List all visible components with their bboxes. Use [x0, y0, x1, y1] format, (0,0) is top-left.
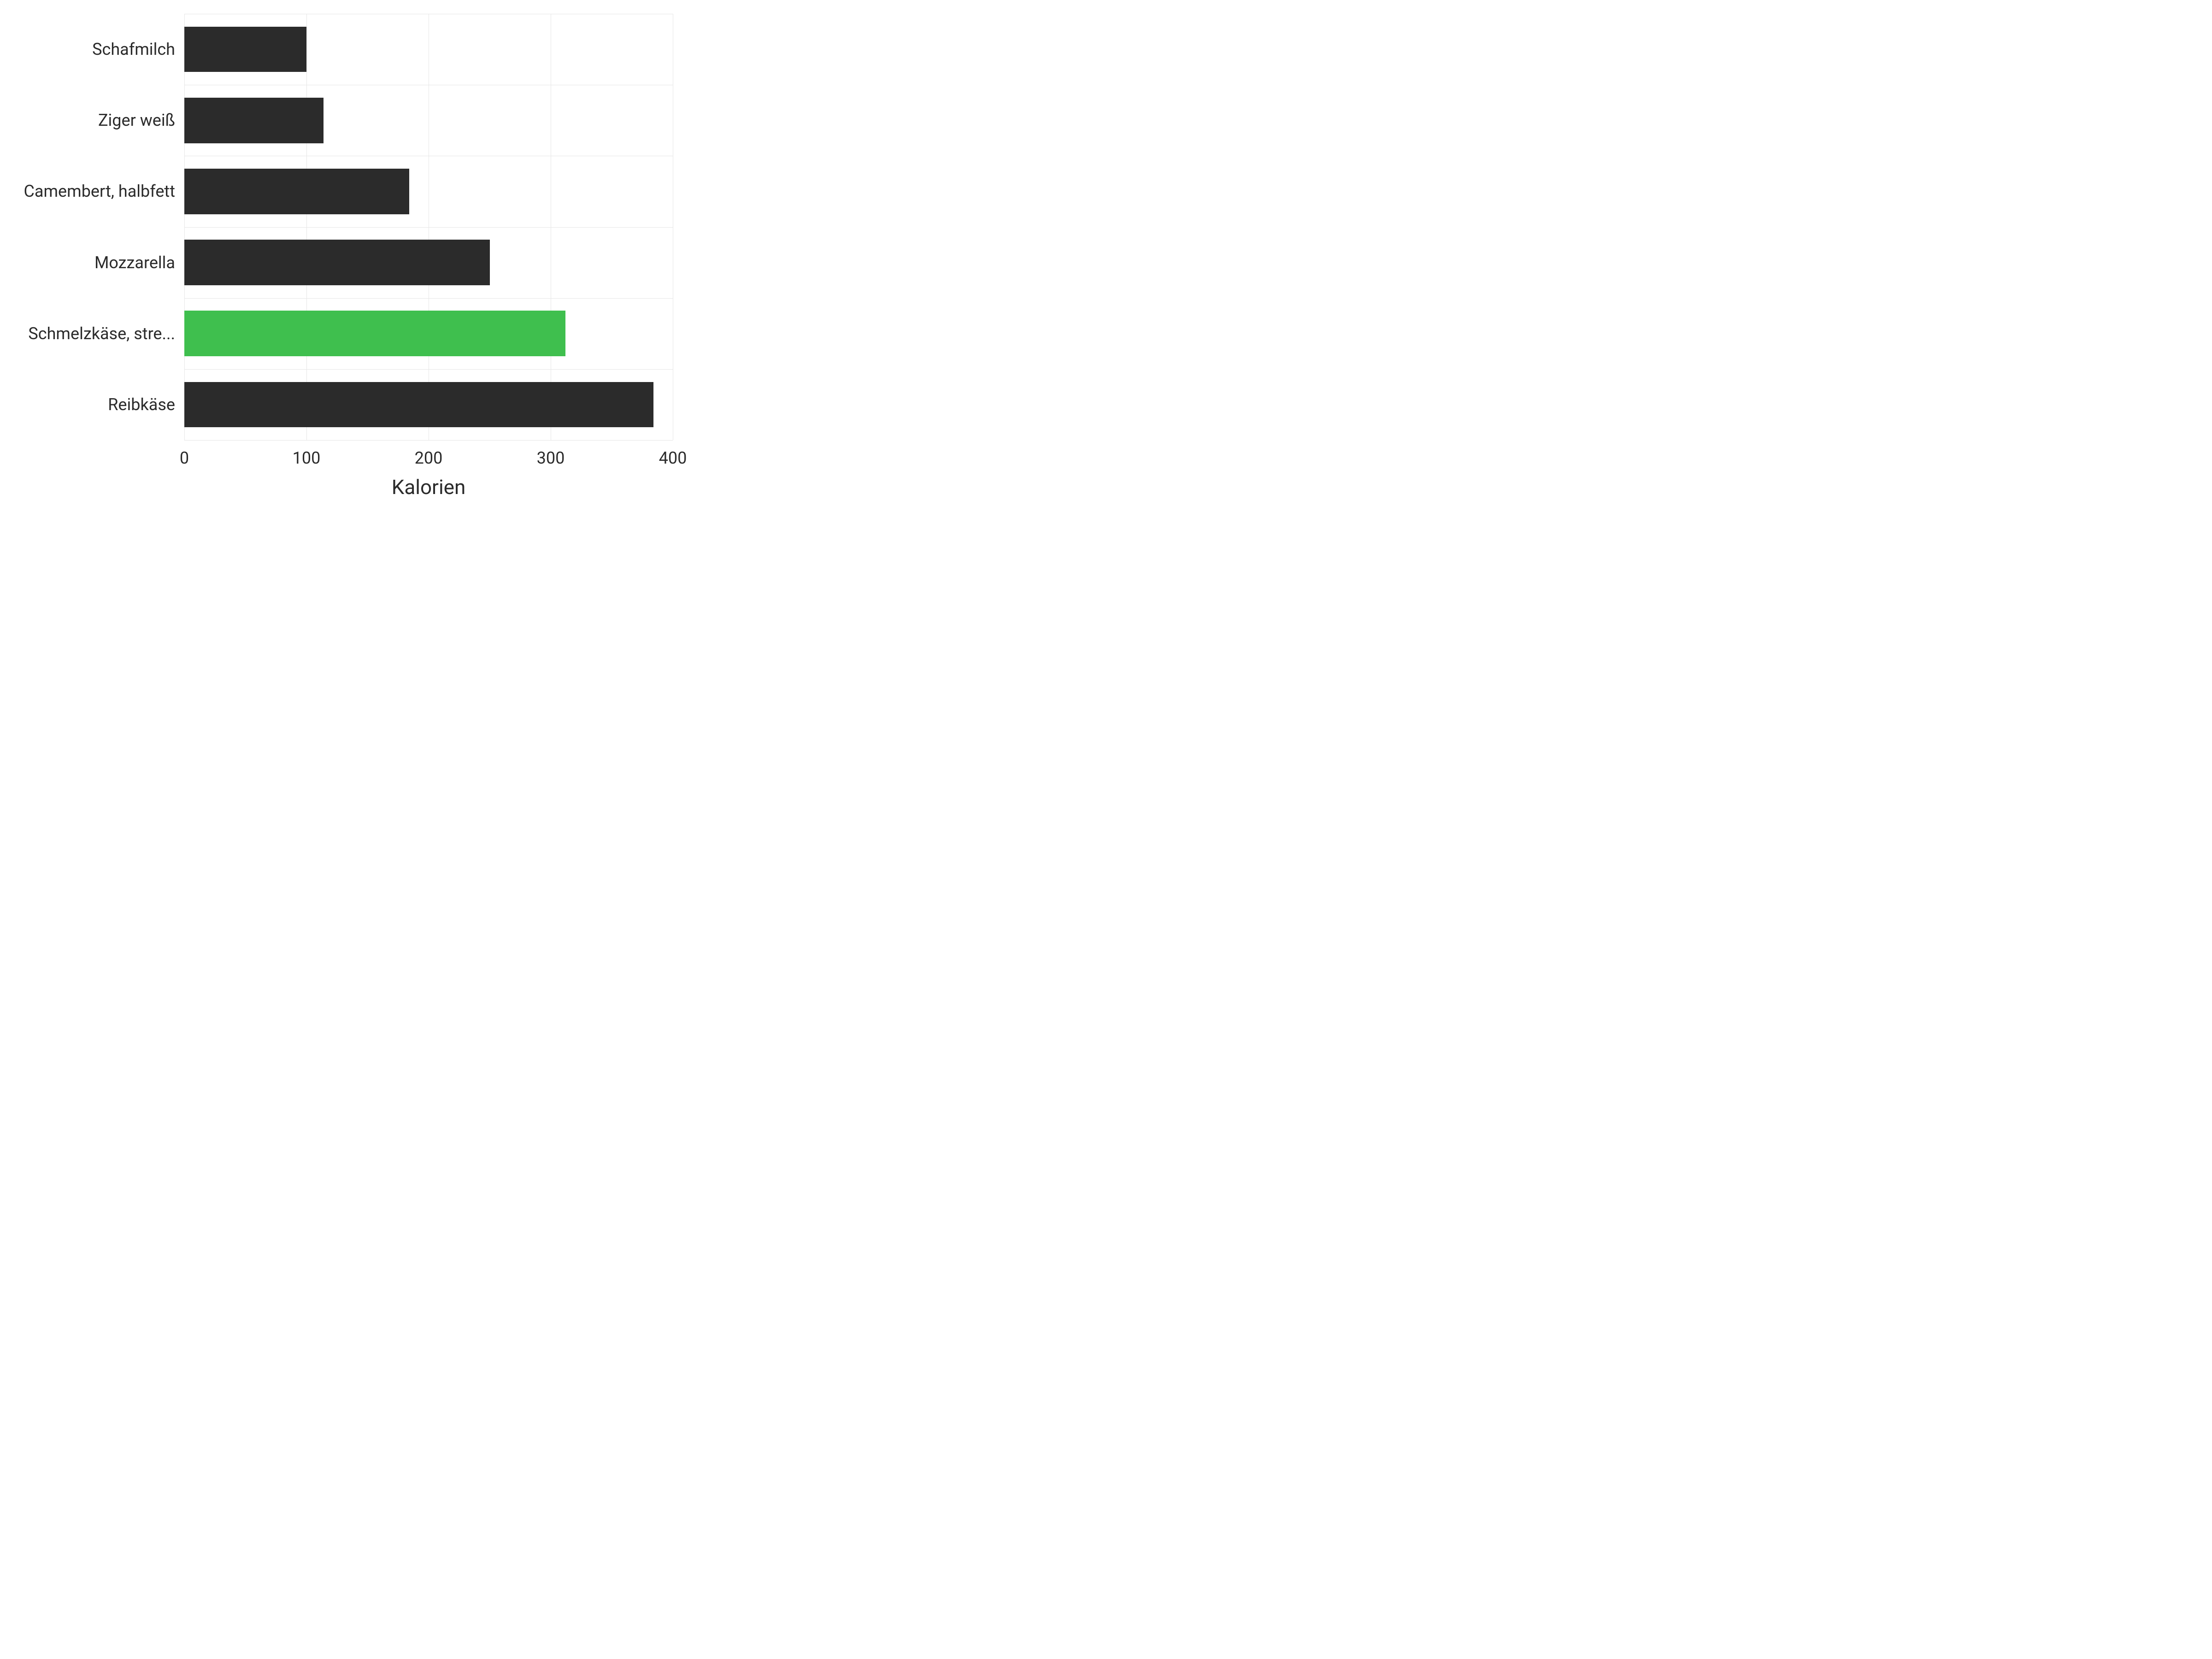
bar — [184, 382, 653, 428]
ytick-label: Camembert, halbfett — [24, 182, 175, 201]
ytick-label: Mozzarella — [94, 253, 175, 272]
ytick-label: Ziger weiß — [98, 111, 175, 130]
ytick-label: Schafmilch — [92, 40, 175, 59]
plot-area — [184, 14, 673, 440]
bar — [184, 27, 306, 72]
bar — [184, 240, 490, 285]
gridline-y — [184, 440, 673, 441]
xtick-label: 200 — [415, 448, 443, 468]
calories-bar-chart: 0 100 200 300 400 Schafmilch Ziger weiß Camembe… — [0, 0, 691, 518]
gridline-y — [184, 227, 673, 228]
xtick-label: 300 — [537, 448, 565, 468]
xtick-label: 100 — [293, 448, 321, 468]
bar — [184, 311, 565, 356]
gridline-y — [184, 298, 673, 299]
xtick-label: 0 — [180, 448, 189, 468]
ytick-label: Schmelzkäse, stre... — [28, 324, 175, 343]
xtick-label: 400 — [659, 448, 687, 468]
gridline-y — [184, 369, 673, 370]
x-axis-label: Kalorien — [392, 475, 466, 499]
bar — [184, 98, 324, 143]
ytick-label: Reibkäse — [108, 395, 175, 414]
bar — [184, 169, 409, 214]
